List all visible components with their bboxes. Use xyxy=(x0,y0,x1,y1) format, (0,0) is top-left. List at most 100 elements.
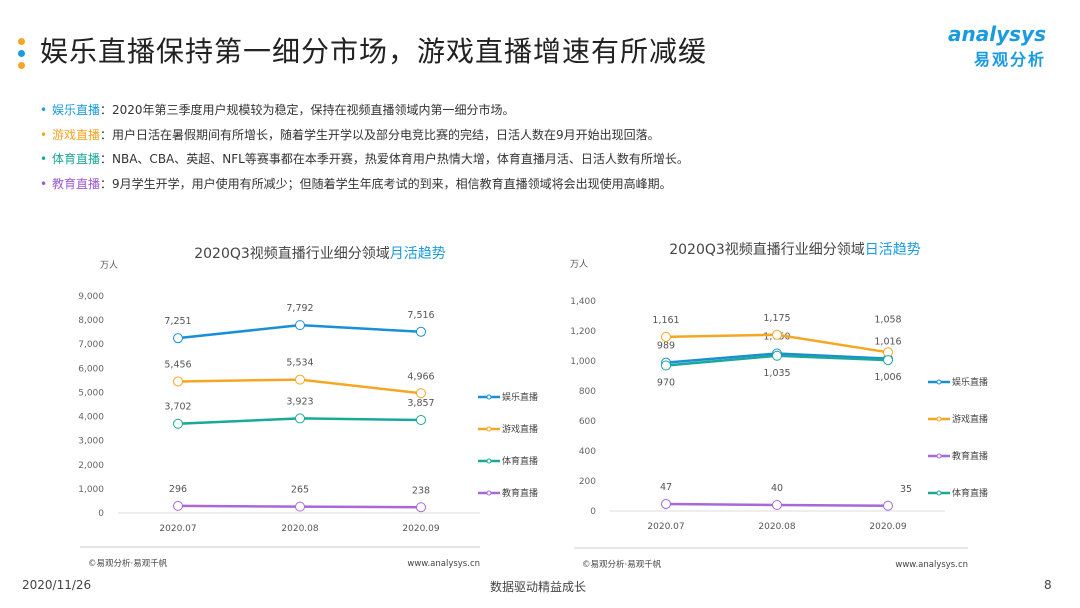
data-label: 1,016 xyxy=(874,337,901,348)
x-tick-label: 2020.07 xyxy=(647,522,684,532)
legend-label: 游戏直播 xyxy=(952,413,988,425)
data-label: 238 xyxy=(412,485,430,496)
y-tick-label: 1,000 xyxy=(78,485,104,495)
page-number: 8 xyxy=(1044,578,1052,592)
source-url: www.analysys.cn xyxy=(895,560,968,570)
data-label: 5,534 xyxy=(286,358,313,369)
y-tick-label: 2,000 xyxy=(78,461,104,471)
data-label: 265 xyxy=(291,485,309,496)
data-label: 35 xyxy=(900,484,912,495)
y-tick-label: 7,000 xyxy=(78,340,104,350)
data-point xyxy=(173,333,183,344)
chart-title: 2020Q3视频直播行业细分领域月活趋势 xyxy=(194,245,446,262)
bullet-label: 教育直播 xyxy=(52,176,101,191)
data-label: 7,516 xyxy=(407,310,434,321)
data-point xyxy=(661,498,671,509)
bullet-item: • 娱乐直播：2020年第三季度用户规模较为稳定，保持在视频直播领域内第一细分市场… xyxy=(40,103,515,117)
data-label: 47 xyxy=(660,482,672,493)
data-point xyxy=(772,350,782,361)
data-point xyxy=(416,502,426,513)
data-point xyxy=(661,360,671,371)
data-point xyxy=(173,500,183,511)
data-label: 7,251 xyxy=(164,316,191,327)
legend-marker xyxy=(486,458,492,464)
legend-marker xyxy=(936,379,942,385)
data-label: 40 xyxy=(771,483,783,494)
data-point xyxy=(772,329,782,340)
bullet-text: ：NBA、CBA、英超、NFL等赛事都在本季开赛，热爱体育用户热情大增，体育直播… xyxy=(100,152,689,166)
data-point xyxy=(772,500,782,510)
data-point xyxy=(295,413,305,424)
data-label: 3,857 xyxy=(407,398,434,409)
legend-marker xyxy=(486,426,492,432)
legend-marker xyxy=(936,453,942,459)
bullet-text: ：9月学生开学，用户使用有所减少；但随着学生年底考试的到来，相信教育直播领域将会… xyxy=(100,176,672,191)
bullet-item: • 体育直播：NBA、CBA、英超、NFL等赛事都在本季开赛，热爱体育用户热情大增… xyxy=(40,152,689,166)
bullet-item: • 游戏直播：用户日活在暑假期间有所增长，随着学生开学以及部分电竞比赛的完结，日活… xyxy=(40,127,660,142)
y-tick-label: 5,000 xyxy=(78,388,104,398)
data-point xyxy=(883,500,893,511)
y-tick-label: 200 xyxy=(579,477,596,487)
logo-cn: 易观分析 xyxy=(973,50,1046,69)
data-point xyxy=(173,418,183,429)
x-tick-label: 2020.08 xyxy=(758,522,795,532)
data-label: 1,161 xyxy=(652,315,679,326)
x-tick-label: 2020.07 xyxy=(159,524,196,534)
data-point xyxy=(173,376,183,387)
legend-marker xyxy=(486,394,492,400)
legend-label: 娱乐直播 xyxy=(502,391,538,403)
data-label: 970 xyxy=(657,378,675,389)
y-tick-label: 9,000 xyxy=(78,292,104,302)
legend-label: 教育直播 xyxy=(952,450,988,462)
data-label: 1,175 xyxy=(763,313,790,324)
data-point xyxy=(416,326,426,337)
data-label: 1,035 xyxy=(763,368,790,379)
y-tick-label: 1,400 xyxy=(570,297,596,307)
chart-title: 2020Q3视频直播行业细分领域日活趋势 xyxy=(669,241,921,258)
y-tick-label: 8,000 xyxy=(78,316,104,326)
data-point xyxy=(416,388,426,399)
data-point xyxy=(295,320,305,331)
footer-slogan: 数据驱动精益成长 xyxy=(490,580,587,594)
legend-label: 教育直播 xyxy=(502,487,538,499)
source-label: ©易观分析·易观千帆 xyxy=(88,558,168,569)
data-label: 3,923 xyxy=(286,396,313,407)
page-title: 娱乐直播保持第一细分市场，游戏直播增速有所减缓 xyxy=(40,35,708,68)
data-point xyxy=(416,415,426,426)
data-label: 5,456 xyxy=(164,359,191,370)
data-label: 3,702 xyxy=(164,402,191,413)
y-tick-label: 1,200 xyxy=(570,327,596,337)
source-label: ©易观分析·易观千帆 xyxy=(582,559,662,570)
legend-marker xyxy=(936,416,942,422)
bullet-label: 游戏直播 xyxy=(52,127,101,142)
bullet-text: ：2020年第三季度用户规模较为稳定，保持在视频直播领域内第一细分市场。 xyxy=(100,103,515,117)
data-label: 1,006 xyxy=(874,372,901,383)
legend-label: 体育直播 xyxy=(952,487,988,499)
y-tick-label: 4,000 xyxy=(78,413,104,423)
data-point xyxy=(295,374,305,385)
y-axis-unit: 万人 xyxy=(100,260,118,271)
footer-date: 2020/11/26 xyxy=(22,578,92,592)
y-tick-label: 400 xyxy=(579,447,596,457)
legend-marker xyxy=(936,490,942,496)
bullet-text: ：用户日活在暑假期间有所增长，随着学生开学以及部分电竞比赛的完结，日活人数在9月… xyxy=(100,127,660,142)
logo: analysys 易观分析 xyxy=(948,22,1046,70)
x-tick-label: 2020.08 xyxy=(281,524,318,534)
x-tick-label: 2020.09 xyxy=(402,524,439,534)
y-axis-unit: 万人 xyxy=(570,259,588,270)
data-point xyxy=(661,331,671,342)
y-tick-label: 800 xyxy=(579,387,596,397)
bullet-list: • 娱乐直播：2020年第三季度用户规模较为稳定，保持在视频直播领域内第一细分市场… xyxy=(40,98,689,196)
y-tick-label: 0 xyxy=(590,507,596,517)
legend-label: 游戏直播 xyxy=(502,423,538,435)
data-label: 989 xyxy=(657,341,675,352)
y-tick-label: 600 xyxy=(579,417,596,427)
y-tick-label: 3,000 xyxy=(78,437,104,447)
data-point xyxy=(295,501,305,512)
data-label: 4,966 xyxy=(407,371,434,382)
legend-label: 娱乐直播 xyxy=(952,376,988,388)
data-point xyxy=(883,355,893,366)
logo-en: analysys xyxy=(948,22,1046,46)
source-url: www.analysys.cn xyxy=(407,559,480,569)
